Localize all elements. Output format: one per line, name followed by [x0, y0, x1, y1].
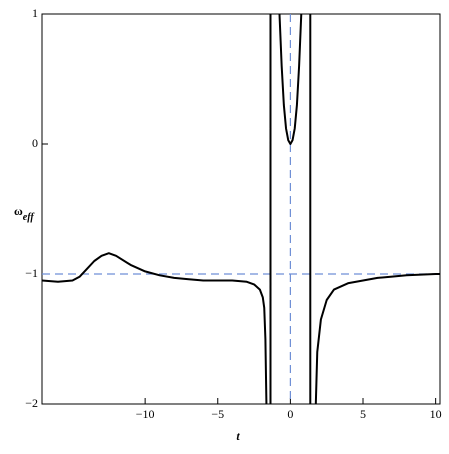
y-tick-label: −1	[25, 266, 38, 280]
x-tick-label: 0	[287, 407, 293, 421]
y-label-subscript: eff	[23, 212, 36, 223]
plot-frame	[41, 13, 441, 405]
y-tick-label: −2	[25, 396, 38, 410]
x-axis-label: t	[236, 429, 240, 443]
x-tick-label: −5	[211, 407, 224, 421]
y-tick-label: 0	[32, 136, 38, 150]
y-tick-label: 1	[32, 6, 38, 20]
y-axis-label: ωeff	[14, 204, 35, 224]
x-tick-label: 5	[360, 407, 366, 421]
y-label-symbol: ω	[14, 204, 23, 218]
x-tick-label: −10	[136, 407, 155, 421]
curve	[42, 14, 440, 404]
x-tick-label: 10	[430, 407, 442, 421]
